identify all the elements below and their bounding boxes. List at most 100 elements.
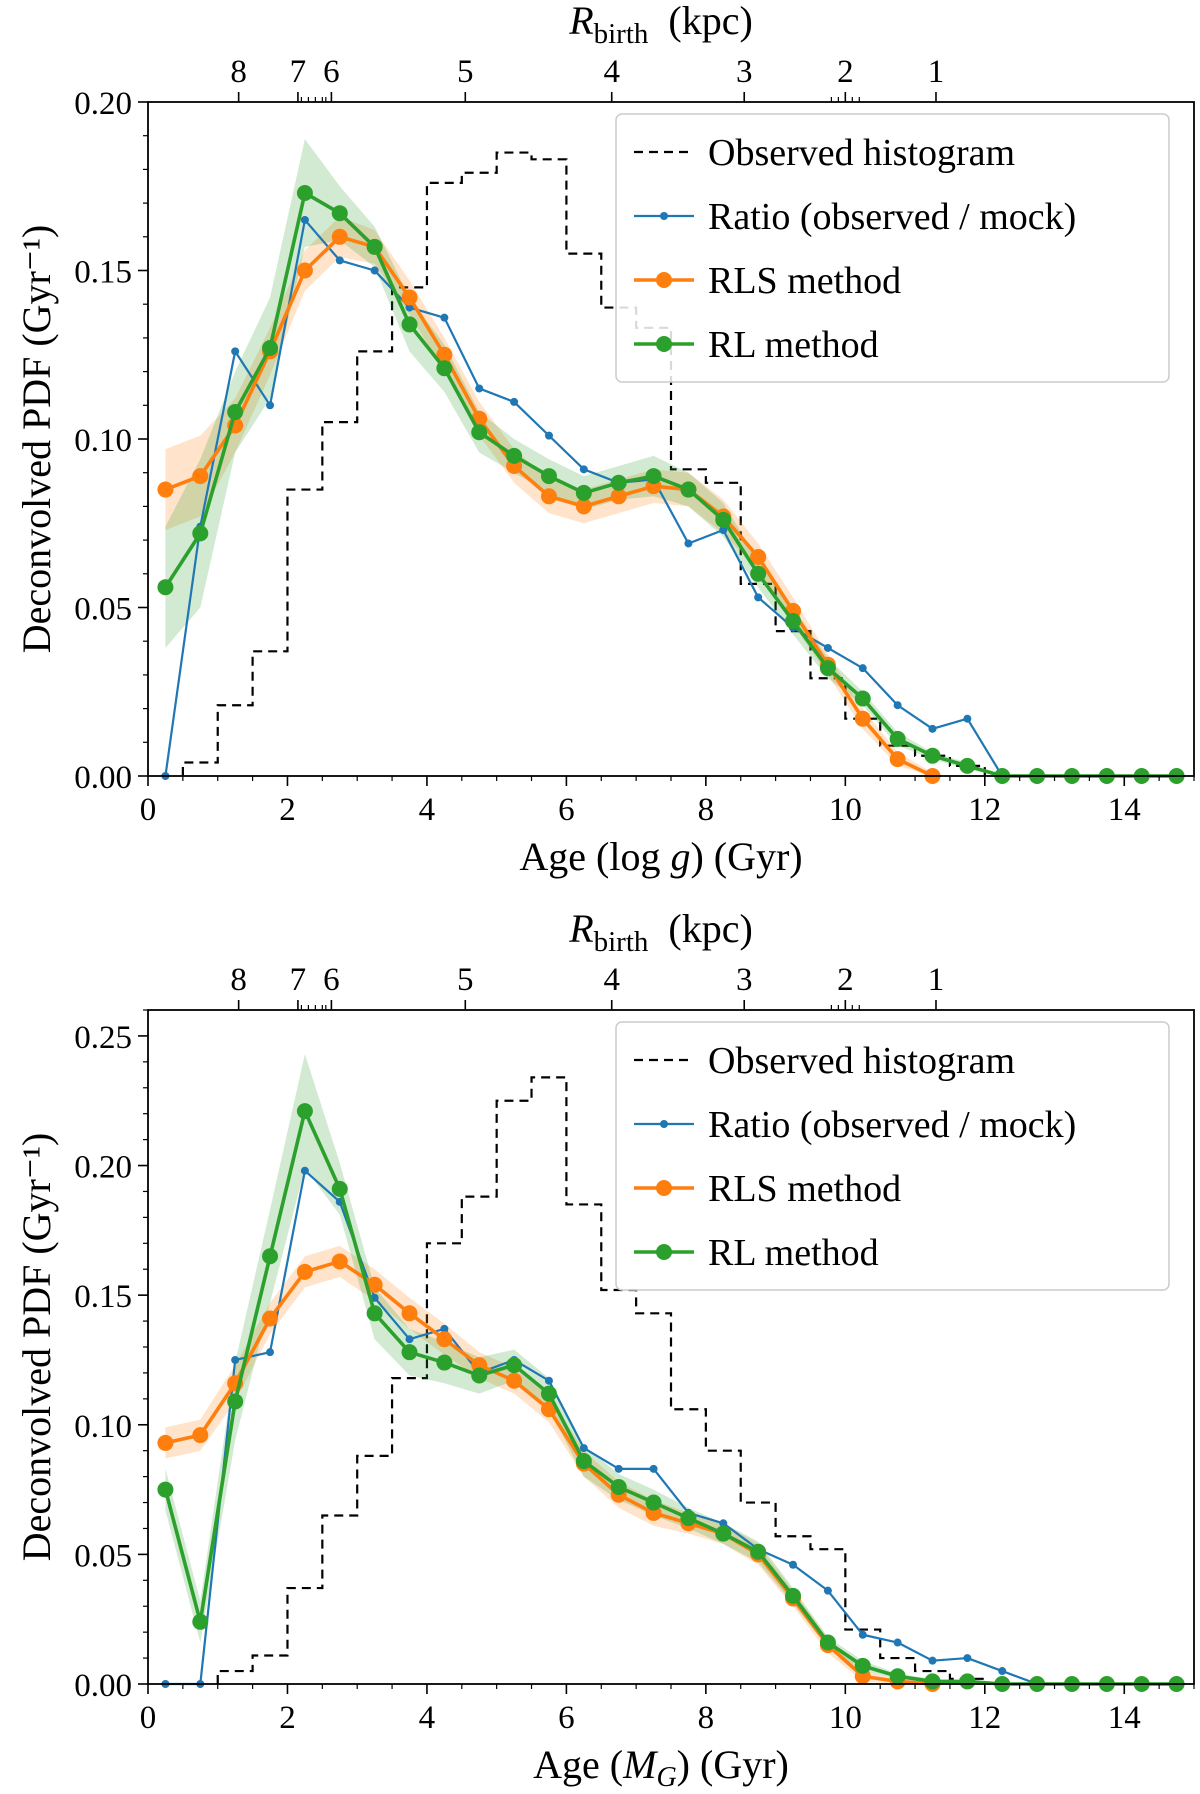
ratio-series-line — [165, 1169, 1038, 1686]
ratio-series-point — [963, 714, 972, 723]
y-tick-label: 0.15 — [74, 255, 132, 291]
rl-series-point — [680, 481, 697, 498]
rl-series-point — [854, 690, 871, 707]
legend-rls-marker — [656, 272, 672, 288]
legend-observed-label: Observed histogram — [708, 132, 1015, 174]
top-tick-label: 3 — [736, 962, 753, 998]
y-tick-label: 0.05 — [74, 1538, 132, 1574]
rl-series-point — [645, 468, 662, 485]
rl-series-point — [785, 1587, 802, 1604]
top-axis-title: Rbirth (kpc) — [568, 0, 753, 50]
ratio-series-point — [266, 401, 275, 410]
observed-histogram-line — [181, 151, 986, 776]
ratio-series-point — [754, 593, 763, 602]
top-tick-label: 6 — [323, 54, 340, 90]
legend-ratio-label: Ratio (observed / mock) — [708, 1104, 1076, 1146]
x-axis-title-post: ) (Gyr) — [677, 1742, 789, 1787]
rl-series-point — [227, 404, 244, 421]
top-tick-label: 7 — [290, 962, 307, 998]
ratio-series-point — [928, 1656, 937, 1665]
ratio-series-point — [579, 1444, 588, 1453]
ratio-series-point — [405, 303, 414, 312]
y-tick-label: 0.20 — [74, 1150, 132, 1186]
ratio-series-point — [405, 1335, 414, 1344]
x-tick-label: 4 — [419, 792, 436, 828]
top-tick-label: 1 — [928, 54, 945, 90]
x-tick-label: 0 — [140, 1700, 157, 1736]
ratio-series-point — [649, 1464, 658, 1473]
legend-rls-label: RLS method — [708, 1168, 901, 1210]
ratio-series-point — [893, 1638, 902, 1647]
rl-series-point — [296, 184, 313, 201]
rl-series-point — [227, 1393, 244, 1410]
observed-histogram-line — [216, 1076, 986, 1684]
ratio-series-point — [510, 397, 519, 406]
y-tick-label: 0.15 — [74, 1279, 132, 1315]
x-axis-title-sub: G — [656, 1762, 676, 1793]
rl-series-point — [889, 730, 906, 747]
legend-rls-marker — [656, 1180, 672, 1196]
rl-series-point — [575, 1453, 592, 1470]
rl-series-point — [575, 484, 592, 501]
x-tick-label: 12 — [968, 792, 1001, 828]
rl-series-point — [506, 447, 523, 464]
ratio-series-point — [335, 256, 344, 265]
legend-observed-label: Observed histogram — [708, 1040, 1015, 1082]
x-tick-label: 2 — [279, 1700, 296, 1736]
rl-series-point — [262, 1248, 279, 1265]
rl-series-point — [715, 511, 732, 528]
rls-series-point — [192, 468, 209, 485]
rls-series-point — [854, 710, 871, 727]
rl-series-point — [750, 565, 767, 582]
y-tick-label: 0.10 — [74, 423, 132, 459]
rl-series-point — [785, 612, 802, 629]
x-tick-label: 2 — [279, 792, 296, 828]
top-axis-subscript: birth — [594, 18, 649, 50]
ratio-series-point — [266, 1348, 275, 1357]
rl-series-point — [715, 1525, 732, 1542]
rls-series-point — [296, 1263, 313, 1280]
rls-series-point — [331, 1253, 348, 1270]
x-tick-label: 8 — [698, 792, 715, 828]
rl-series-point — [645, 1494, 662, 1511]
x-axis-title: Age (log g) (Gyr) — [519, 834, 802, 879]
y-tick-label: 0.00 — [74, 760, 132, 796]
y-axis-title: Deconvolved PDF (Gyr⁻¹) — [14, 225, 59, 654]
rls-series-point — [366, 1276, 383, 1293]
y-tick-label: 0.20 — [74, 86, 132, 122]
rls-series-point — [401, 289, 418, 306]
legend-rls-label: RLS method — [708, 260, 901, 302]
x-tick-label: 0 — [140, 792, 157, 828]
y-tick-label: 0.25 — [74, 1020, 132, 1056]
ratio-series-point — [684, 539, 693, 548]
rl-series-point — [889, 1668, 906, 1685]
ratio-series-point — [858, 1630, 867, 1639]
top-tick-label: 4 — [603, 962, 620, 998]
ratio-series-point — [963, 1654, 972, 1663]
top-tick-label: 5 — [457, 54, 474, 90]
top-tick-label: 7 — [290, 54, 307, 90]
rl-series-point — [401, 1344, 418, 1361]
rl-series-point — [157, 1481, 174, 1498]
rls-series-point — [436, 1331, 453, 1348]
rl-series-point — [436, 1354, 453, 1371]
rl-series-point — [924, 1673, 941, 1690]
x-tick-label: 14 — [1108, 1700, 1141, 1736]
rls-series-point — [296, 262, 313, 279]
x-axis-title: Age (MG) (Gyr) — [533, 1742, 789, 1793]
x-axis-title-pre: Age (log — [519, 834, 670, 879]
top-tick-label: 4 — [603, 54, 620, 90]
ratio-series-point — [614, 1464, 623, 1473]
ratio-series-point — [544, 431, 553, 440]
x-tick-label: 10 — [829, 1700, 862, 1736]
legend-rl-marker — [656, 336, 672, 352]
rl-series-point — [610, 1478, 627, 1495]
ratio-series-point — [789, 1560, 798, 1569]
rl-series-point — [401, 316, 418, 333]
rl-series-point — [680, 1510, 697, 1527]
legend-box — [615, 113, 1170, 383]
ratio-series-point — [823, 1586, 832, 1595]
rl-series-point — [540, 1385, 557, 1402]
legend-box — [615, 1021, 1170, 1291]
